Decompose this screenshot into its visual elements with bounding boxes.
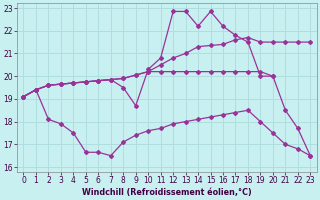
X-axis label: Windchill (Refroidissement éolien,°C): Windchill (Refroidissement éolien,°C)	[82, 188, 252, 197]
